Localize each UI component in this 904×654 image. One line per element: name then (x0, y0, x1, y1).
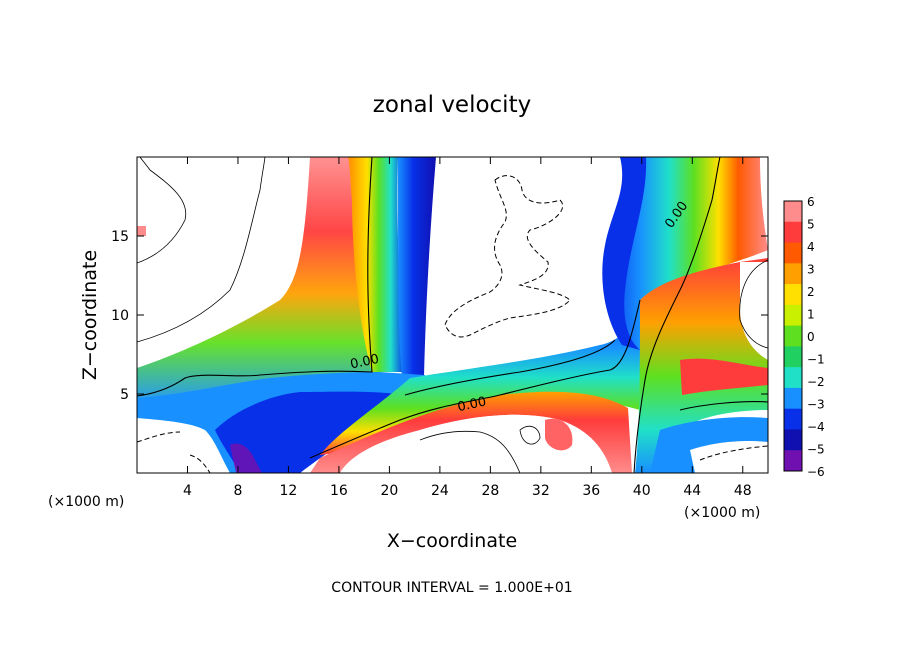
contour-thin-bottom (419, 430, 521, 473)
x-tick-label-6: 28 (481, 483, 499, 499)
contour-thin-left-2 (137, 157, 266, 343)
contour-zero-right (633, 157, 721, 473)
x-tick-label-4: 20 (380, 483, 398, 499)
x-axis-label: X−coordinate (387, 530, 517, 552)
x-tick-label-9: 40 (633, 483, 651, 499)
colorbar-label-2: 4 (807, 240, 815, 254)
x-unit-label: (×1000 m) (684, 505, 760, 521)
contour-zero-mid-low (404, 339, 616, 396)
x-tick-label-1: 8 (233, 483, 242, 499)
colorbar-swatch-3 (784, 263, 802, 285)
field-bottom-right-white (690, 440, 768, 473)
velocity-field (137, 157, 768, 473)
x-tick-label-11: 48 (734, 483, 752, 499)
contour-thin-left (137, 157, 187, 264)
x-tick-label-3: 16 (330, 483, 348, 499)
contour-zero-left (137, 157, 373, 397)
colorbar-label-10: −4 (807, 420, 825, 434)
colorbar-label-3: 3 (807, 263, 815, 277)
colorbar-swatch-5 (784, 304, 802, 327)
colorbar-swatch-6 (784, 325, 802, 347)
colorbar-frame (783, 200, 803, 472)
contour-zero-mid (309, 299, 641, 459)
x-tick-label-2: 12 (280, 483, 298, 499)
contour-lines (137, 157, 768, 473)
contour-interval-note: CONTOUR INTERVAL = 1.000E+01 (331, 580, 572, 596)
colorbar-label-4: 2 (807, 285, 815, 299)
contour-small-loop (519, 425, 541, 445)
chart-title: zonal velocity (373, 92, 531, 118)
x-tick-label-0: 4 (183, 483, 192, 499)
x-axis-ticks: 4 8 12 16 20 24 28 32 36 40 44 48 (183, 157, 752, 499)
colorbar-label-12: −6 (807, 465, 825, 479)
field-blue-column (398, 157, 436, 400)
colorbar-label-6: 0 (807, 330, 815, 344)
contour-label-1: 0.00 (456, 394, 487, 415)
colorbar-label-8: −2 (807, 375, 825, 389)
z-unit-label: (×1000 m) (48, 494, 124, 510)
contour-neg-lower-left-2 (189, 454, 211, 473)
contour-neg-upper (444, 175, 571, 338)
contour-dashed (137, 175, 768, 473)
field-right-white (739, 262, 768, 360)
colorbar-swatch-2 (784, 242, 802, 264)
colorbar-swatch-9 (784, 387, 802, 410)
field-left-edge-red (137, 226, 146, 236)
x-tick-label-5: 24 (431, 483, 449, 499)
x-tick-label-7: 32 (532, 483, 550, 499)
y-tick-label-2: 15 (111, 229, 129, 245)
field-violet-patch (230, 443, 262, 473)
y-tick-label-0: 5 (120, 387, 129, 403)
field-upper-column (310, 157, 405, 372)
y-axis-ticks: 5 10 15 (111, 229, 768, 403)
field-left-band (137, 157, 372, 405)
contour-right-low (679, 401, 768, 411)
colorbar-swatch-4 (784, 284, 802, 306)
colorbar-swatch-1 (784, 221, 802, 244)
x-tick-label-10: 44 (683, 483, 701, 499)
colorbar-swatch-8 (784, 367, 802, 389)
field-bottom-red (310, 391, 632, 473)
colorbar-label-5: 1 (807, 308, 815, 322)
colorbar-label-1: 5 (807, 218, 815, 232)
field-right-dark (602, 157, 647, 350)
colorbar-label-7: −1 (807, 353, 825, 367)
colorbar-label-11: −5 (807, 443, 825, 457)
y-tick-label-1: 10 (111, 308, 129, 324)
field-center-red (545, 418, 573, 451)
colorbar-label-0: 6 (807, 195, 815, 209)
colorbar-swatch-0 (784, 201, 802, 223)
contour-neg-lower-right (699, 445, 768, 461)
colorbar-label-9: −3 (807, 398, 825, 412)
field-right-red (680, 358, 768, 395)
colorbar-swatch-7 (784, 346, 802, 368)
colorbar-swatch-12 (784, 450, 802, 472)
colorbar: 6 5 4 3 2 1 0 −1 −2 −3 −4 −5 −6 (783, 195, 825, 479)
colorbar-swatch-10 (784, 408, 802, 430)
contour-label-0: 0.00 (349, 352, 380, 373)
x-tick-label-8: 36 (582, 483, 600, 499)
contour-right-edge (739, 259, 768, 349)
y-axis-label: Z−coordinate (79, 250, 101, 380)
colorbar-swatch-11 (784, 429, 802, 451)
field-lower-left-dark (215, 391, 405, 473)
contour-neg-lower-left (137, 431, 181, 443)
